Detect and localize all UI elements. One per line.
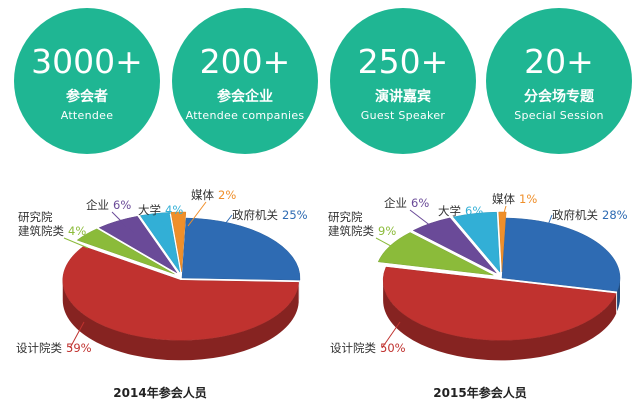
slice-name-gov: 政府机关: [232, 208, 278, 222]
slice-media: [498, 211, 507, 273]
stat-label-en: Attendee companies: [185, 109, 305, 122]
slice-label-research: 研究院 建筑院类 9%: [328, 210, 396, 238]
slice-university: [452, 211, 501, 273]
leader-line-gov: [545, 214, 553, 231]
stat-label-cn: 参会者: [66, 89, 108, 105]
slice-name-gov: 政府机关: [552, 208, 598, 222]
stat-label-cn: 参会企业: [217, 89, 273, 105]
stat-number: 250+: [357, 42, 449, 81]
slice-name-research-line1: 研究院: [18, 210, 53, 224]
slice-name-enterprise: 企业: [384, 196, 407, 210]
slice-label-gov: 政府机关 25%: [232, 208, 308, 222]
slice-label-media: 媒体 1%: [492, 192, 537, 206]
stat-label-en: Attendee: [60, 109, 114, 122]
slice-name-design: 设计院类: [16, 341, 62, 355]
slice-name-university: 大学: [438, 204, 461, 218]
leader-line-enterprise: [409, 209, 445, 237]
stat-companies-circle: 200+ 参会企业 Attendee companies: [172, 8, 318, 154]
slice-pct-design: 59%: [66, 341, 92, 355]
slice-label-enterprise: 企业 6%: [86, 198, 131, 212]
slice-name-research-line2: 建筑院类: [328, 224, 374, 238]
leader-line-media: [187, 201, 207, 227]
pie-chart-2014: 政府机关 25% 设计院类 59% 研究院 建筑院类 4% 企业 6% 大学 4% 媒体 2…: [0, 172, 320, 420]
slice-label-gov: 政府机关 28%: [552, 208, 628, 222]
stat-label-en: Guest Speaker: [360, 109, 446, 122]
slice-name-media: 媒体: [492, 192, 515, 206]
stat-number: 200+: [199, 42, 291, 81]
stat-label-cn: 分会场专题: [524, 89, 594, 105]
slice-name-enterprise: 企业: [86, 198, 109, 212]
slice-gov: [181, 217, 301, 301]
leader-line-research: [375, 237, 403, 253]
slice-pct-media: 2%: [218, 188, 237, 202]
slice-name-research-line1: 研究院: [328, 210, 363, 224]
slice-pct-university: 4%: [165, 203, 184, 217]
slice-label-enterprise: 企业 6%: [384, 196, 429, 210]
slice-pct-design: 50%: [380, 341, 406, 355]
slice-pct-university: 6%: [465, 204, 484, 218]
slice-pct-gov: 25%: [282, 208, 308, 222]
leader-line-university: [159, 216, 169, 235]
stat-number: 20+: [524, 42, 594, 81]
chart-title-2015: 2015年参会人员: [433, 386, 527, 400]
slice-label-media: 媒体 2%: [191, 188, 236, 202]
slice-pct-research: 9%: [378, 224, 397, 238]
slice-design: [382, 266, 617, 361]
slice-pct-enterprise: 6%: [411, 196, 430, 210]
slice-label-university: 大学 4%: [138, 203, 183, 217]
stat-speakers-circle: 250+ 演讲嘉宾 Guest Speaker: [330, 8, 476, 154]
slice-enterprise: [98, 216, 178, 274]
slice-research: [76, 228, 175, 275]
chart-title-2014: 2014年参会人员: [113, 386, 207, 400]
slice-name-research-line2: 建筑院类: [18, 224, 64, 238]
slice-pct-research: 4%: [68, 224, 87, 238]
leader-line-research: [63, 237, 89, 249]
slice-enterprise: [412, 217, 497, 274]
slice-name-media: 媒体: [191, 188, 214, 202]
stat-label-en: Special Session: [514, 109, 604, 122]
slice-label-design: 设计院类 50%: [330, 341, 406, 355]
stats-row: 3000+ 参会者 Attendee 200+ 参会企业 Attendee co…: [0, 0, 640, 160]
slice-pct-media: 1%: [519, 192, 538, 206]
slice-pct-gov: 28%: [602, 208, 628, 222]
stat-number: 3000+: [31, 42, 143, 81]
pie-chart-2015: 政府机关 28% 设计院类 50% 研究院 建筑院类 9% 企业 6% 大学 6% 媒体 1…: [320, 172, 640, 420]
pie-2014-svg: [62, 201, 301, 361]
stat-attendee-circle: 3000+ 参会者 Attendee: [14, 8, 160, 154]
leader-line-university: [461, 217, 481, 233]
leader-line-media: [499, 205, 507, 227]
slice-label-university: 大学 6%: [438, 204, 483, 218]
slice-label-design: 设计院类 59%: [16, 341, 92, 355]
stat-sessions-circle: 20+ 分会场专题 Special Session: [486, 8, 632, 154]
stat-label-cn: 演讲嘉宾: [375, 89, 431, 105]
slice-pct-enterprise: 6%: [113, 198, 132, 212]
slice-media: [170, 211, 187, 273]
leader-line-gov: [221, 214, 233, 229]
slice-design: [62, 246, 299, 361]
slice-name-university: 大学: [138, 203, 161, 217]
pie-2015-svg: [375, 205, 621, 361]
slice-name-design: 设计院类: [330, 341, 376, 355]
slice-university: [139, 212, 181, 273]
leader-line-enterprise: [111, 211, 139, 239]
slice-gov: [501, 217, 621, 312]
slice-label-research: 研究院 建筑院类 4%: [18, 210, 86, 238]
leader-line-design: [381, 321, 401, 349]
leader-line-design: [69, 321, 85, 349]
